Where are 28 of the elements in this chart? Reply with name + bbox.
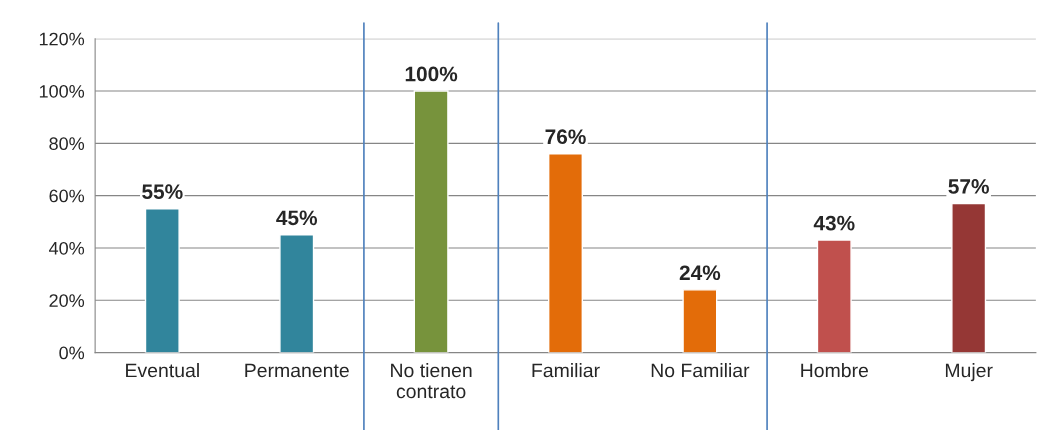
y-tick-label: 100% (39, 84, 85, 98)
data-label: 45% (276, 210, 318, 226)
data-label: 55% (142, 184, 183, 200)
bar (816, 239, 852, 353)
data-label: 76% (545, 129, 586, 145)
data-label: 57% (948, 179, 989, 194)
x-tick-label: No Familiar (651, 363, 750, 378)
x-tick-label: Permanente (245, 363, 349, 378)
data-label: 43% (813, 215, 855, 231)
bar (413, 90, 449, 353)
data-label: 24% (679, 265, 721, 281)
y-tick-label: 40% (48, 241, 85, 255)
y-tick-label: 20% (49, 294, 85, 307)
bar (144, 208, 180, 353)
bar (548, 153, 583, 353)
x-tick-label: Eventual (126, 363, 199, 378)
y-tick-label: 0% (59, 346, 85, 360)
data-label: 100% (405, 66, 458, 82)
bar (951, 202, 987, 353)
x-tick-label: Familiar (532, 363, 600, 378)
bar (682, 289, 718, 353)
y-tick-label: 80% (49, 137, 85, 151)
bar (279, 234, 315, 353)
x-tick-label: Hombre (801, 363, 868, 378)
y-tick-label: 120% (39, 32, 85, 46)
x-tick-label: Mujer (945, 363, 993, 382)
y-tick-label: 60% (49, 189, 85, 203)
x-tick-label: No tienen contrato (391, 363, 472, 399)
